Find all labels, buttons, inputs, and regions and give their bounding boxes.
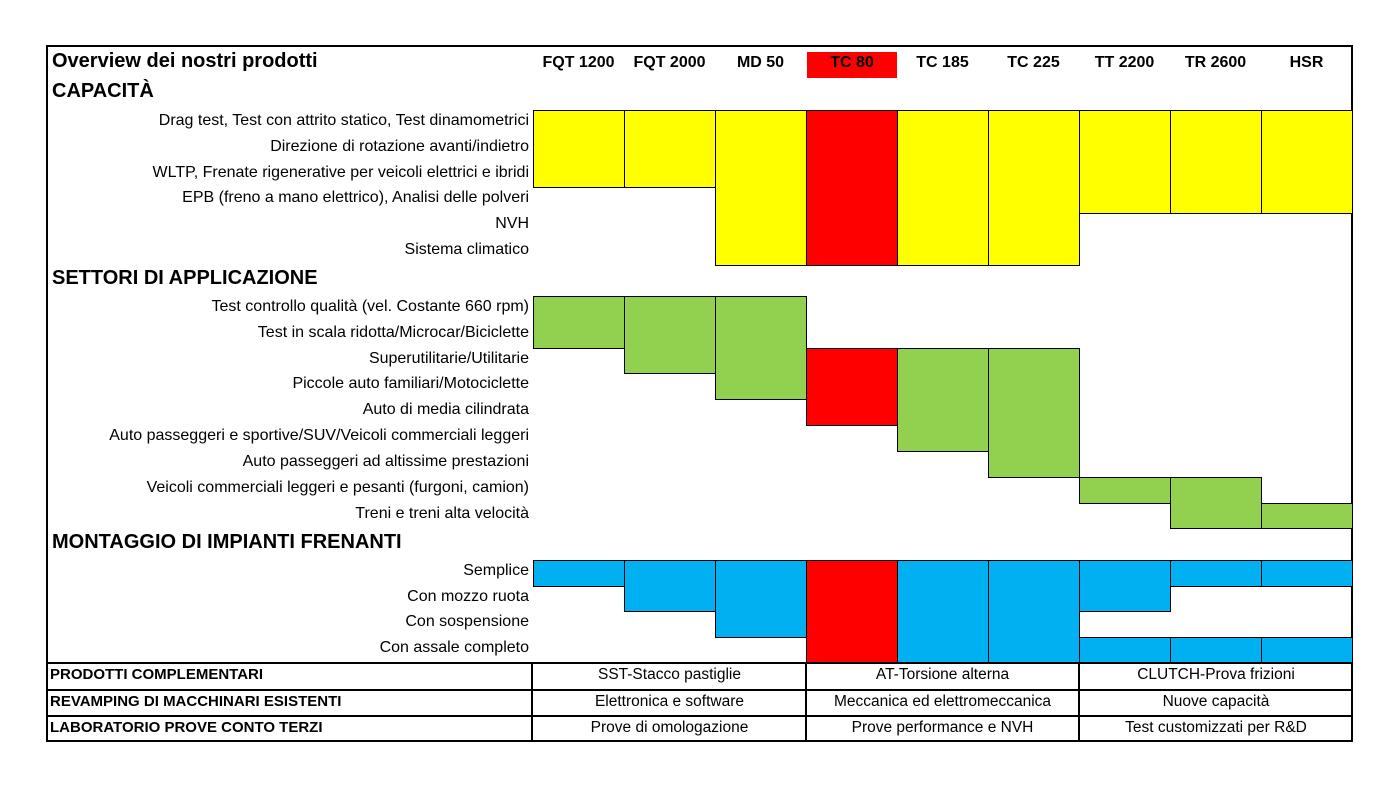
row-label: Piccole auto familiari/Motociclette <box>292 375 529 393</box>
footer-column-divider <box>805 662 807 742</box>
band-tt-2200 <box>1079 560 1171 612</box>
row-label: Auto passeggeri ad altissime prestazioni <box>242 452 529 470</box>
band-md-50 <box>715 296 807 401</box>
row-label: Con sospensione <box>405 613 529 630</box>
band-tc-185 <box>897 347 989 452</box>
band-hsr <box>1261 110 1353 215</box>
footer-value: Meccanica ed elettromeccanica <box>833 692 1052 710</box>
product-header-tt-2200: TT 2200 <box>1094 54 1155 71</box>
section-title: SETTORI DI APPLICAZIONE <box>52 267 318 289</box>
band-tt-2200 <box>1079 110 1171 215</box>
footer-label: PRODOTTI COMPLEMENTARI <box>50 666 264 683</box>
band-tr-2600 <box>1170 476 1262 530</box>
row-label: Con assale completo <box>379 638 529 656</box>
row-label: Sistema climatico <box>404 241 529 259</box>
band-tc-80 <box>806 560 898 663</box>
footer-label: REVAMPING DI MACCHINARI ESISTENTI <box>50 692 342 710</box>
band-tr-2600 <box>1170 110 1262 215</box>
band-hsr <box>1261 502 1353 530</box>
row-label: EPB (freno a mano elettrico), Analisi de… <box>182 189 529 207</box>
band-tc-185 <box>897 110 989 266</box>
band-fqt-1200 <box>533 110 625 189</box>
footer-value: SST-Stacco pastiglie <box>597 666 741 683</box>
row-label: Test in scala ridotta/Microcar/Biciclett… <box>257 323 529 341</box>
footer-divider <box>46 715 1353 718</box>
section-title: MONTAGGIO DI IMPIANTI FRENANTI <box>52 531 402 553</box>
row-label: Treni e treni alta velocità <box>355 504 529 522</box>
product-header-fqt-1200: FQT 1200 <box>542 54 615 71</box>
footer-label: LABORATORIO PROVE CONTO TERZI <box>50 719 323 737</box>
band-tr-2600 <box>1170 636 1262 663</box>
row-label: Direzione di rotazione avanti/indietro <box>270 137 529 155</box>
band-hsr <box>1261 560 1353 587</box>
footer-column-divider <box>531 662 533 742</box>
band-fqt-2000 <box>624 296 716 375</box>
band-tc-225 <box>988 347 1080 478</box>
footer-value: CLUTCH-Prova frizioni <box>1137 666 1295 683</box>
outer-frame <box>46 45 1353 742</box>
footer-column-divider <box>1078 662 1080 742</box>
row-label: Auto passeggeri e sportive/SUV/Veicoli c… <box>109 427 529 445</box>
band-tr-2600 <box>1170 560 1262 587</box>
row-label: Con mozzo ruota <box>407 587 529 605</box>
row-label: Veicoli commerciali leggeri e pesanti (f… <box>146 478 529 496</box>
footer-value: Prove performance e NVH <box>851 719 1034 737</box>
band-hsr <box>1261 636 1353 663</box>
row-label: Auto di media cilindrata <box>362 401 529 419</box>
band-tc-80 <box>806 347 898 427</box>
footer-value: Test customizzati per R&D <box>1125 719 1307 737</box>
band-fqt-1200 <box>533 560 625 587</box>
footer-value: Elettronica e software <box>594 692 745 710</box>
row-label: Drag test, Test con attrito statico, Tes… <box>158 112 529 129</box>
band-tc-185 <box>897 560 989 663</box>
band-fqt-2000 <box>624 110 716 189</box>
footer-value: Nuove capacità <box>1162 692 1270 710</box>
row-label: WLTP, Frenate rigenerative per veicoli e… <box>152 163 529 181</box>
band-tc-80 <box>806 110 898 266</box>
footer-divider <box>46 688 1353 691</box>
product-header-fqt-2000: FQT 2000 <box>633 54 706 71</box>
band-tc-225 <box>988 560 1080 663</box>
band-fqt-1200 <box>533 296 625 349</box>
row-label: Superutilitarie/Utilitarie <box>368 349 529 367</box>
footer-value: AT-Torsione alterna <box>875 666 1010 683</box>
product-header-md-50: MD 50 <box>736 54 785 71</box>
section-title: CAPACITÀ <box>52 80 154 102</box>
band-tt-2200 <box>1079 636 1171 663</box>
product-header-tc-185: TC 185 <box>916 54 969 71</box>
footer-divider <box>46 662 1353 664</box>
product-header-tr-2600: TR 2600 <box>1184 54 1247 71</box>
product-header-hsr: HSR <box>1289 54 1324 71</box>
band-md-50 <box>715 110 807 266</box>
chart-title: Overview dei nostri prodotti <box>52 50 318 72</box>
product-header-tc-80: TC 80 <box>807 52 897 78</box>
band-tc-225 <box>988 110 1080 266</box>
product-header-tc-225: TC 225 <box>1007 54 1060 71</box>
band-fqt-2000 <box>624 560 716 612</box>
row-label: NVH <box>495 215 529 233</box>
footer-value: Prove di omologazione <box>590 719 749 737</box>
row-label: Test controllo qualità (vel. Costante 66… <box>211 298 529 315</box>
row-label: Semplice <box>463 562 529 579</box>
band-md-50 <box>715 560 807 638</box>
band-tt-2200 <box>1079 476 1171 504</box>
